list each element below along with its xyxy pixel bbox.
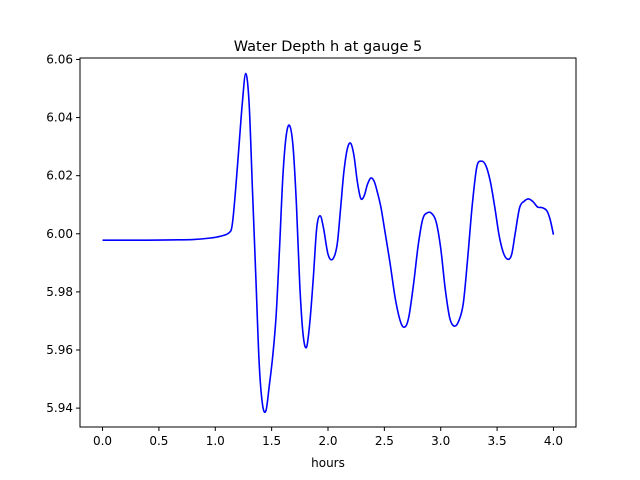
y-tick-label: 6.00 [46,227,73,241]
y-tick-label: 5.94 [46,401,73,415]
x-tick-label: 4.0 [544,434,563,448]
x-tick-label: 2.5 [375,434,394,448]
x-tick-label: 3.0 [431,434,450,448]
axis-ticks: 0.0 0.5 1.0 1.5 2.0 2.5 3.0 3.5 4.0 5.94 5.96 5.98 6… [46,52,563,448]
y-tick-label: 5.98 [46,285,73,299]
x-tick-label: 0.5 [149,434,168,448]
y-tick-label: 6.04 [46,111,73,125]
x-axis-label: hours [311,456,345,470]
y-tick-label: 5.96 [46,343,73,357]
x-tick-label: 1.5 [262,434,281,448]
x-tick-label: 1.0 [206,434,225,448]
plot-area [102,72,555,414]
axes-frame [79,57,577,428]
x-tick-label: 2.0 [318,434,337,448]
x-tick-label: 3.5 [488,434,507,448]
chart-title: Water Depth h at gauge 5 [234,39,422,55]
series-line-0 [102,72,555,414]
y-tick-label: 6.02 [46,169,73,183]
y-tick-label: 6.06 [46,52,73,66]
x-tick-label: 0.0 [93,434,112,448]
